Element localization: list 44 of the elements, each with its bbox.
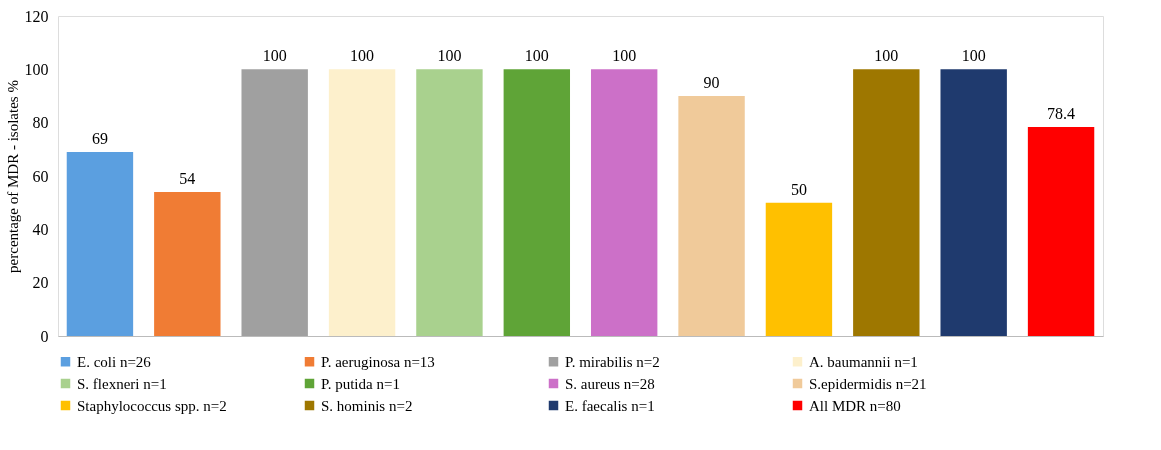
y-tick-label: 20 (32, 274, 49, 292)
legend-label: A. baumannii n=1 (809, 353, 918, 370)
legend-label: S. hominis n=2 (321, 397, 413, 414)
bar (416, 69, 483, 336)
legend-label: P. aeruginosa n=13 (321, 353, 435, 370)
y-tick-label: 0 (40, 327, 49, 345)
legend-label: S.epidermidis n=21 (809, 375, 927, 392)
legend-label: P. putida n=1 (321, 375, 400, 392)
data-label: 100 (350, 47, 375, 65)
legend-label: S. aureus n=28 (565, 375, 655, 392)
bar (590, 69, 658, 336)
data-label: 100 (874, 47, 899, 65)
bar (328, 69, 396, 336)
bar (66, 152, 134, 336)
bar (940, 69, 1007, 336)
y-tick-label: 60 (32, 167, 49, 185)
data-label: 69 (91, 130, 108, 147)
data-label: 50 (790, 180, 807, 198)
legend-label: Staphylococcus spp. n=2 (77, 397, 227, 414)
y-tick-label: 40 (32, 220, 49, 238)
bar (1027, 126, 1095, 336)
bar (503, 69, 571, 336)
data-label: 100 (262, 47, 287, 65)
legend-label: All MDR n=80 (809, 397, 901, 414)
legend-label: P. mirabilis n=2 (565, 353, 660, 370)
data-label: 100 (612, 47, 637, 65)
y-tick-label: 100 (24, 60, 49, 78)
data-label: 54 (179, 170, 196, 187)
data-label: 78.4 (1047, 104, 1076, 122)
data-label: 100 (437, 47, 462, 65)
legend-label: E. coli n=26 (77, 353, 152, 370)
data-label: 100 (524, 47, 549, 65)
bar (154, 192, 221, 336)
y-axis-title: percentage of MDR - isolates % (4, 80, 21, 273)
y-tick-label: 120 (24, 7, 49, 25)
bar (765, 202, 833, 336)
bar (678, 96, 745, 336)
bar (241, 69, 308, 336)
data-label: 90 (703, 74, 720, 91)
data-label: 100 (961, 47, 986, 65)
legend-label: S. flexneri n=1 (77, 375, 167, 392)
bar (853, 69, 920, 336)
legend-label: E. faecalis n=1 (565, 397, 655, 414)
y-tick-label: 80 (32, 114, 49, 132)
